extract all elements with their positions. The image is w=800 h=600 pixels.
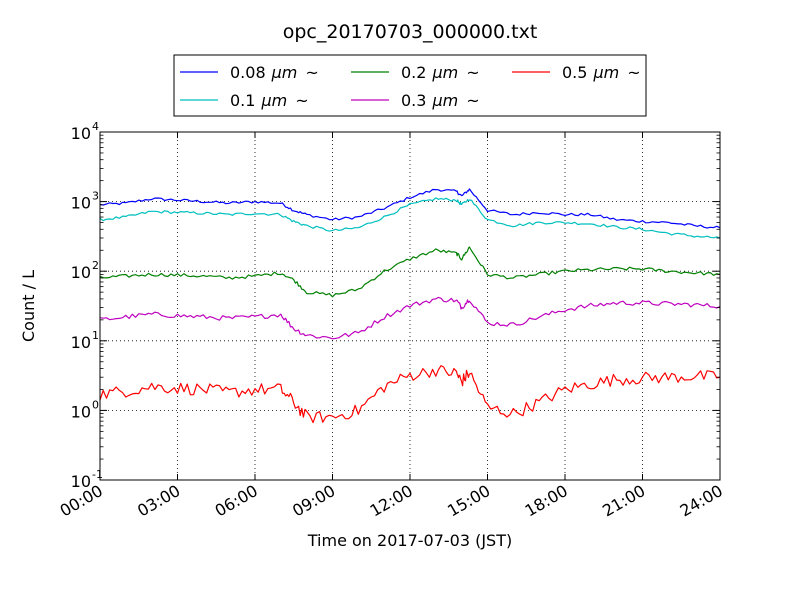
legend-label: 0.1 μm ~ [230, 91, 309, 110]
series-layer [99, 188, 721, 424]
legend-label-unit: μm [592, 63, 619, 82]
y-axis-label: Count / L [19, 270, 38, 342]
y-tick-label-base: 10 [71, 263, 91, 282]
y-tick-label: 10 3 [71, 190, 99, 213]
legend-label-unit: μm [431, 63, 458, 82]
legend-label-unit: μm [431, 91, 458, 110]
legend-box [173, 54, 647, 117]
plot-area [99, 131, 721, 481]
series-line-0-08um [99, 188, 721, 229]
y-tick-label: 10 2 [71, 259, 99, 282]
series-line-0-5um [99, 365, 721, 424]
legend-entry: 0.3 μm ~ [351, 91, 480, 110]
plot-background [100, 132, 720, 480]
series-line-0-1um [99, 197, 721, 239]
chart-title: opc_20170703_000000.txt [283, 21, 538, 43]
y-tick-label: 10 4 [71, 120, 99, 143]
y-tick-label-exponent: 4 [92, 120, 99, 133]
legend-items: 0.08 μm ~0.1 μm ~0.2 μm ~0.3 μm ~0.5 μm ~ [180, 63, 641, 110]
y-tick-label: 10 0 [71, 398, 99, 421]
legend-label-size: 0.3 [401, 91, 426, 110]
legend-label-tilde: ~ [627, 63, 640, 82]
grid [100, 132, 720, 480]
y-tick-label-base: 10 [71, 402, 91, 421]
legend-entry: 0.08 μm ~ [180, 63, 319, 82]
legend-entry: 0.2 μm ~ [351, 63, 480, 82]
y-tick-label: 10 -1 [71, 468, 103, 491]
legend-label-size: 0.2 [401, 63, 426, 82]
y-tick-label-exponent: 2 [92, 259, 99, 272]
y-tick-label-base: 10 [71, 194, 91, 213]
legend-label-size: 0.1 [230, 91, 255, 110]
legend-label-size: 0.5 [562, 63, 587, 82]
x-axis-label: Time on 2017-07-03 (JST) [307, 531, 512, 550]
legend-label: 0.08 μm ~ [230, 63, 319, 82]
y-tick-label-exponent: 3 [92, 190, 99, 203]
legend-label-size: 0.08 [230, 63, 266, 82]
legend-entry: 0.1 μm ~ [180, 91, 309, 110]
y-tick-label-exponent: 1 [92, 329, 99, 342]
legend-label-tilde: ~ [305, 63, 318, 82]
legend-label-unit: μm [260, 91, 287, 110]
legend-entry: 0.5 μm ~ [512, 63, 641, 82]
legend-label-tilde: ~ [466, 63, 479, 82]
y-tick-label-base: 10 [71, 472, 91, 491]
series-line-0-2um [99, 246, 721, 298]
legend-label-tilde: ~ [295, 91, 308, 110]
legend-label: 0.3 μm ~ [401, 91, 480, 110]
ticks [99, 131, 721, 481]
y-tick-label-exponent: -1 [92, 468, 103, 481]
y-tick-label-base: 10 [71, 333, 91, 352]
legend-label: 0.2 μm ~ [401, 63, 480, 82]
legend-label: 0.5 μm ~ [562, 63, 641, 82]
series-line-0-3um [99, 296, 721, 340]
y-tick-label: 10 1 [71, 329, 99, 352]
legend-label-unit: μm [271, 63, 298, 82]
legend-label-tilde: ~ [466, 91, 479, 110]
legend: 0.08 μm ~0.1 μm ~0.2 μm ~0.3 μm ~0.5 μm ~ [173, 54, 647, 117]
y-tick-label-exponent: 0 [92, 398, 99, 411]
y-tick-label-base: 10 [71, 124, 91, 143]
